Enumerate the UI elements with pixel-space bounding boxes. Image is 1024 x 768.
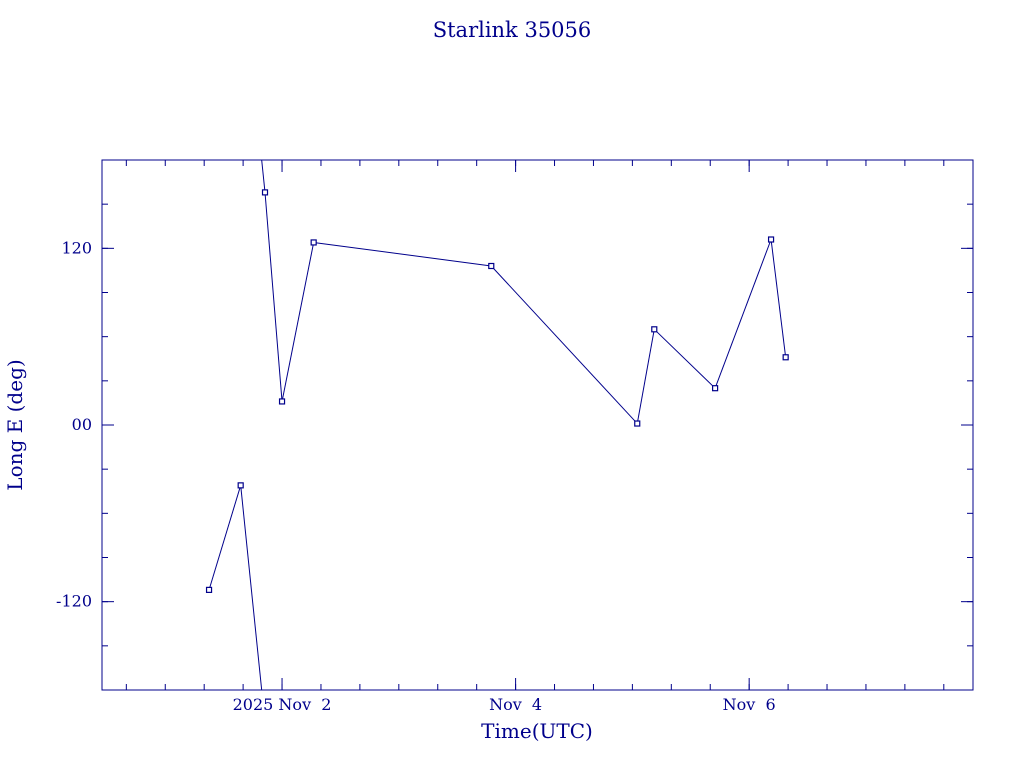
data-point (205, 586, 213, 593)
plot-frame (101, 159, 974, 691)
series-segment (313, 241, 492, 267)
x-axis-label: Time(UTC) (481, 719, 593, 743)
x-tick-label: Nov 6 (723, 695, 776, 714)
x-tick-label: 2025 Nov 2 (233, 695, 332, 714)
y-tick-label: 120 (61, 238, 92, 257)
data-point (767, 236, 775, 243)
chart-title: Starlink 35056 (433, 18, 592, 42)
data-point (634, 420, 641, 427)
y-axis-label: Long E (deg) (3, 359, 27, 490)
series-segment (264, 192, 283, 402)
data-point (782, 354, 789, 361)
data-point (261, 189, 269, 196)
data-point (712, 385, 719, 392)
y-tick-label: -120 (56, 592, 92, 611)
series-segment (261, 159, 266, 193)
series-segment (714, 239, 772, 389)
series-layer (205, 159, 789, 691)
data-point (488, 262, 495, 270)
data-point (651, 326, 658, 333)
y-tick-label: 00 (72, 415, 92, 434)
series-segment (490, 265, 638, 424)
axis-ticks: 2025 Nov 2 Nov 4 Nov 6 120 00 -120 (56, 160, 973, 714)
x-tick-label: Nov 4 (489, 695, 542, 714)
data-point (278, 398, 286, 405)
data-point (310, 239, 317, 246)
series-segment (281, 242, 315, 402)
series-segment (653, 328, 716, 389)
series-segment (240, 485, 263, 691)
series-segment (208, 485, 242, 591)
data-point (237, 482, 244, 489)
series-segment (770, 239, 787, 358)
series-segment (636, 329, 655, 424)
